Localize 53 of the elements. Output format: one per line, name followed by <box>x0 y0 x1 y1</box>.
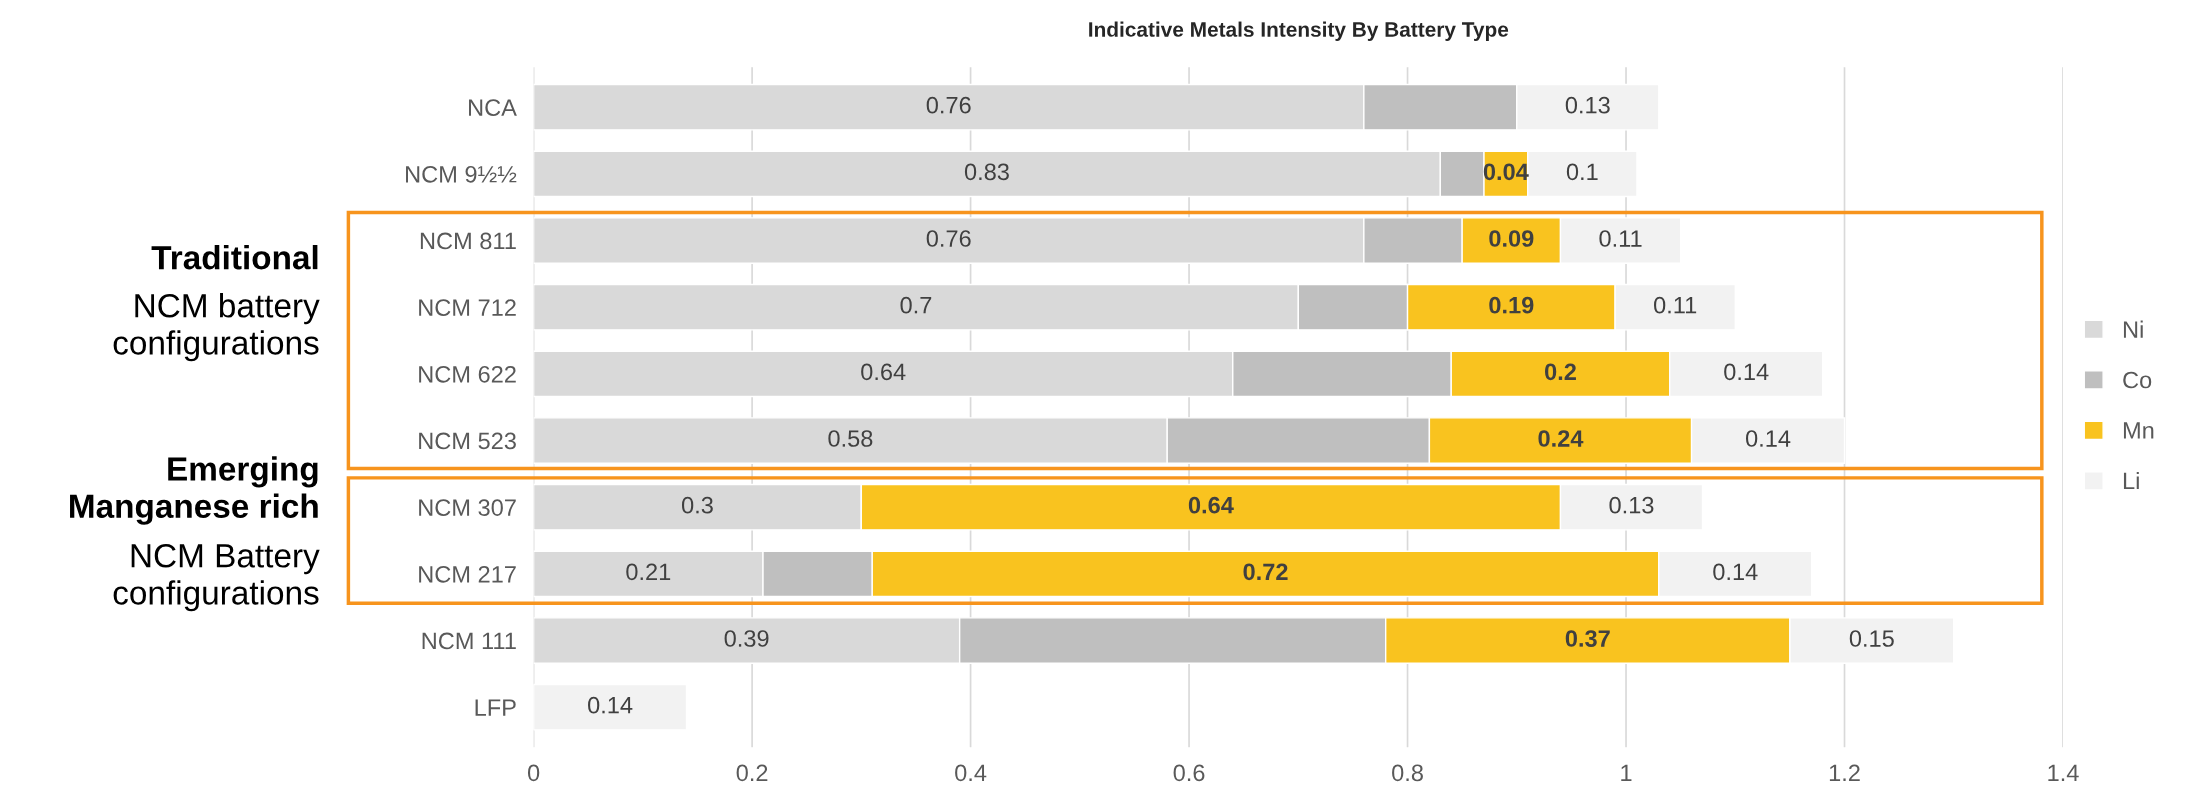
data-label: 0.11 <box>1599 230 1642 247</box>
data-label: 0.39 <box>724 630 769 647</box>
x-tick-label: 0.8 <box>1392 764 1423 782</box>
text: NCM Battery configurations <box>113 543 320 612</box>
data-label: 0.72 <box>1243 563 1288 581</box>
legend-label: Ni <box>2123 320 2143 338</box>
text: Traditional <box>151 245 318 270</box>
y-tick-label: NCA <box>469 99 517 116</box>
data-label: 0.19 <box>1489 296 1534 314</box>
y-tick-label: NCM 111 <box>422 632 516 650</box>
data-label: 0.3 <box>681 496 713 514</box>
data-label: 0.14 <box>1713 563 1758 581</box>
data-label: 0.1 <box>1566 163 1598 181</box>
y-tick-label: NCM 9½½ <box>406 165 517 183</box>
data-label: 0.64 <box>1188 496 1234 514</box>
x-tick-label: 0.4 <box>955 764 987 782</box>
text: NCM battery configurations <box>113 293 320 362</box>
legend-label: Co <box>2123 371 2152 389</box>
data-label: 0.13 <box>1565 96 1610 114</box>
data-label: 0.76 <box>926 230 971 247</box>
data-label: 0.14 <box>1724 363 1769 381</box>
y-tick-label: NCM 712 <box>419 299 516 316</box>
data-label: 0.21 <box>626 563 671 581</box>
data-label: 0.37 <box>1565 630 1610 647</box>
data-label: 0.11 <box>1654 296 1697 314</box>
data-label: 0.58 <box>828 430 873 447</box>
x-tick-label: 0 <box>527 764 540 782</box>
data-label: 0.09 <box>1489 230 1534 247</box>
legend-label: Li <box>2123 471 2139 490</box>
data-label: 0.64 <box>861 363 906 381</box>
y-tick-label: NCM 811 <box>420 232 516 250</box>
y-tick-label: LFP <box>475 699 516 716</box>
data-label: 0.76 <box>926 96 971 114</box>
y-tick-label: NCM 217 <box>419 565 516 583</box>
x-tick-label: 1.2 <box>1829 764 1860 781</box>
data-label: 0.15 <box>1849 630 1894 647</box>
y-tick-label: NCM 622 <box>419 365 516 383</box>
x-tick-label: 0.6 <box>1173 764 1205 782</box>
y-tick-label: NCM 523 <box>419 432 516 450</box>
data-label: 0.14 <box>588 696 633 714</box>
legend-label: Mn <box>2123 422 2154 439</box>
data-label: 0.13 <box>1609 496 1654 514</box>
data-label: 0.2 <box>1545 363 1576 381</box>
data-label: 0.83 <box>964 163 1009 181</box>
data-label: 0.14 <box>1745 430 1791 447</box>
x-tick-label: 1 <box>1621 764 1632 781</box>
data-label: 0.24 <box>1538 430 1584 447</box>
text: Emerging Manganese rich <box>70 456 318 525</box>
chart-title: Indicative Metals Intensity By Battery Type <box>1089 21 1509 41</box>
y-tick-label: NCM 307 <box>419 499 516 516</box>
data-label: 0.7 <box>900 296 932 314</box>
x-tick-label: 0.2 <box>736 764 768 782</box>
x-tick-label: 1.4 <box>2048 764 2079 781</box>
